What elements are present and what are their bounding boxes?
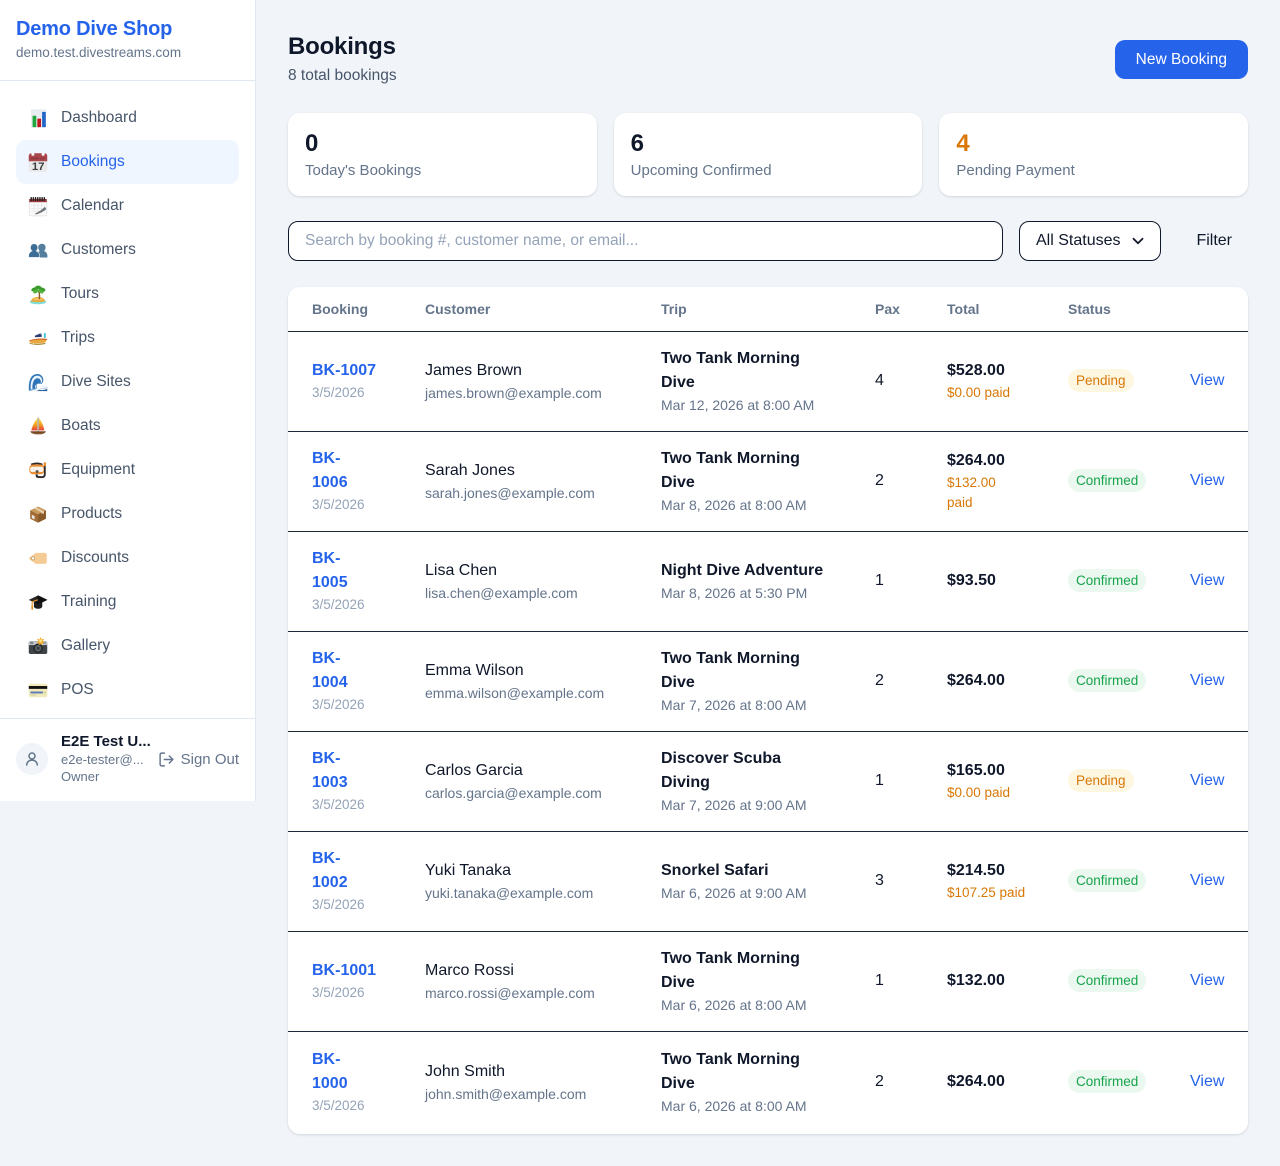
svg-text:17: 17	[32, 160, 45, 172]
